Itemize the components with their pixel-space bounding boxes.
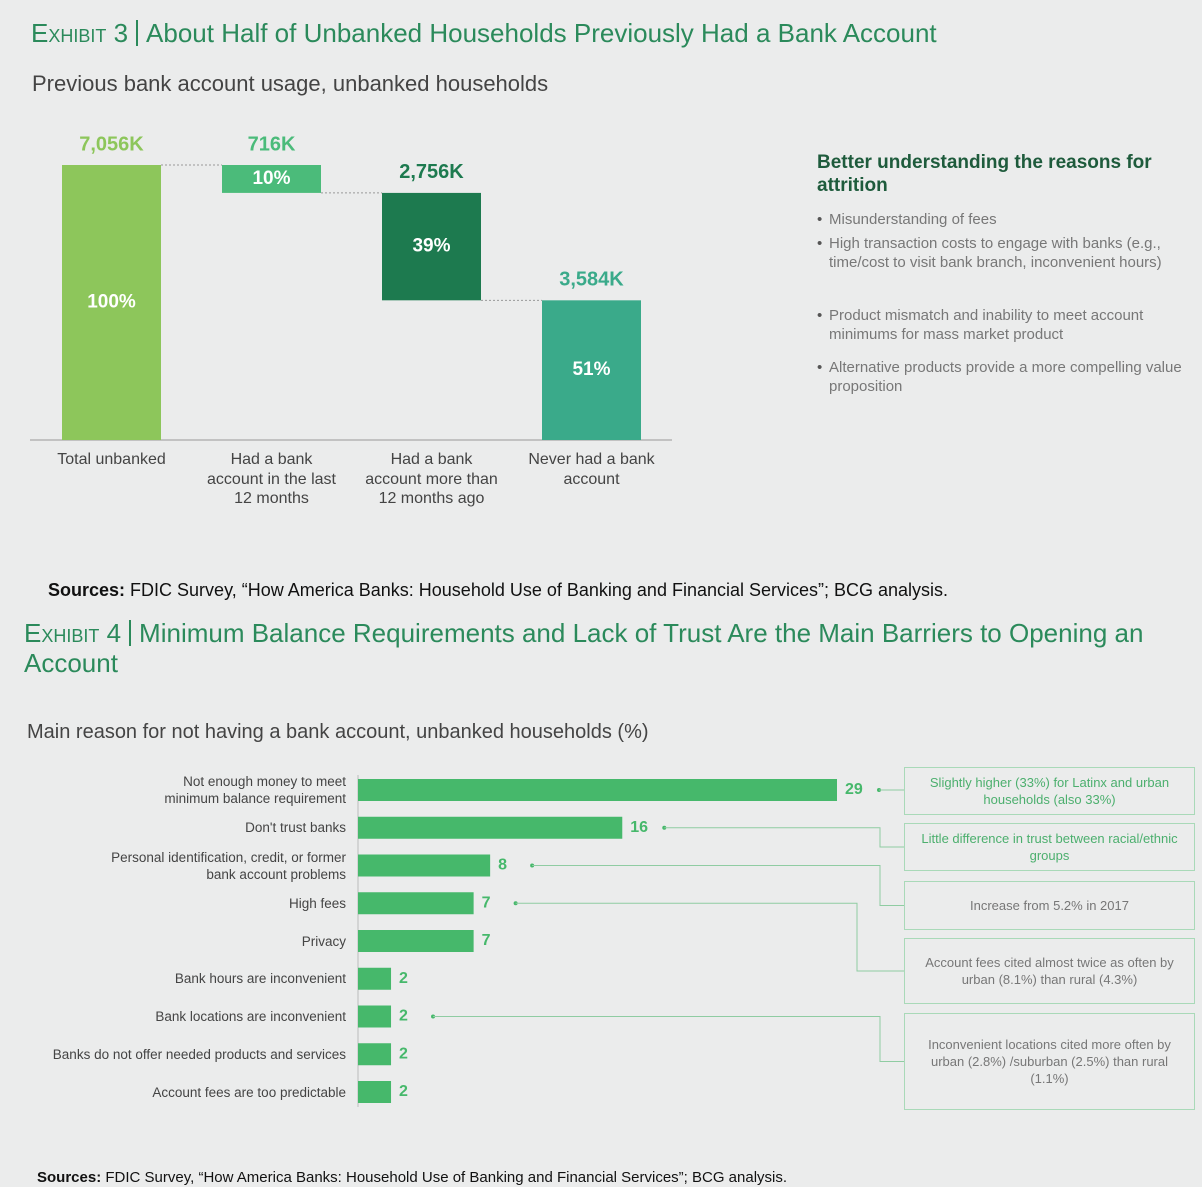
- annotation: Inconvenient locations cited more often …: [904, 1013, 1195, 1110]
- category-label: High fees: [288, 895, 346, 911]
- value-label: 716K: [248, 133, 296, 155]
- value-label: 2,756K: [399, 161, 464, 183]
- divider: [136, 20, 139, 46]
- bar: [358, 779, 837, 801]
- sources-label: Sources:: [48, 580, 126, 600]
- side-note: Product mismatch and inability to meet a…: [817, 306, 1199, 344]
- value-label: 7: [482, 894, 491, 911]
- annotation-connector: [515, 902, 904, 972]
- value-label: 2: [399, 1045, 408, 1062]
- share-label: 39%: [412, 236, 450, 257]
- exhibit-number: Exhibit 4: [24, 618, 122, 648]
- chart-subtitle: Previous bank account usage, unbanked ho…: [32, 71, 549, 96]
- category-label: Had a bank account more than 12 months a…: [365, 451, 498, 507]
- category-label: Don't trust banks: [245, 820, 346, 836]
- annotation: Slightly higher (33%) for Latinx and urb…: [904, 767, 1195, 815]
- chart-title: About Half of Unbanked Households Previo…: [146, 18, 937, 48]
- value-label: 2: [399, 1083, 408, 1100]
- sources-text: FDIC Survey, “How America Banks: Househo…: [105, 1169, 788, 1186]
- annotation-connector: [664, 827, 904, 848]
- bar: [358, 854, 491, 877]
- bar: [358, 816, 623, 839]
- divider: [129, 620, 132, 646]
- annotation-connector: [532, 865, 904, 906]
- category-label: Privacy: [301, 933, 346, 949]
- category-label: Had a bank account in the last 12 months: [207, 451, 336, 507]
- bar: [358, 1005, 392, 1028]
- bar: [62, 165, 161, 440]
- chart-subtitle: Main reason for not having a bank accoun…: [27, 721, 649, 743]
- category-label: Personal identification, credit, or form…: [111, 849, 346, 882]
- category-label: Not enough money to meet minimum balance…: [164, 774, 346, 806]
- value-label: 3,584K: [559, 269, 624, 291]
- sources-text: FDIC Survey, “How America Banks: Househo…: [130, 580, 949, 600]
- category-label: Bank hours are inconvenient: [174, 971, 346, 987]
- bar: [358, 1081, 392, 1103]
- value-label: 7: [482, 932, 491, 949]
- annotation: Account fees cited almost twice as often…: [904, 938, 1195, 1004]
- side-note: Alternative products provide a more comp…: [817, 358, 1199, 396]
- category-label: Account fees are too predictable: [152, 1084, 346, 1100]
- side-note: Misunderstanding of fees: [817, 210, 1199, 229]
- sources: Sources: FDIC Survey, “How America Banks…: [37, 1169, 787, 1186]
- bar: [222, 165, 321, 193]
- exhibit-title: Exhibit 3 About Half of Unbanked Househol…: [31, 18, 937, 49]
- value-label: 7,056K: [79, 133, 144, 155]
- chart-title: Minimum Balance Requirements and Lack of…: [24, 618, 1144, 678]
- value-label: 29: [845, 781, 863, 798]
- side-title: Better understanding the reasons for att…: [817, 152, 1152, 196]
- annotation-connector: [433, 1016, 904, 1062]
- annotation: Increase from 5.2% in 2017: [904, 881, 1195, 930]
- bar: [358, 892, 474, 915]
- bar: [358, 930, 474, 952]
- bar: [358, 967, 392, 990]
- share-label: 100%: [87, 292, 136, 313]
- value-label: 2: [399, 1008, 408, 1025]
- value-label: 8: [498, 857, 507, 874]
- sources-label: Sources:: [37, 1169, 102, 1186]
- bar: [358, 1043, 392, 1066]
- bar: [382, 192, 481, 301]
- sources: Sources: FDIC Survey, “How America Banks…: [48, 580, 948, 601]
- value-label: 16: [630, 819, 648, 836]
- share-label: 51%: [572, 359, 610, 380]
- category-label: Never had a bank account: [528, 451, 655, 488]
- side-note: High transaction costs to engage with ba…: [817, 234, 1199, 272]
- exhibit-title: Exhibit 4 Minimum Balance Requirements an…: [24, 618, 1154, 678]
- category-label: Bank locations are inconvenient: [155, 1009, 346, 1024]
- category-label: Banks do not offer needed products and s…: [52, 1046, 346, 1062]
- bar: [542, 300, 641, 440]
- annotation: Little difference in trust between racia…: [904, 823, 1195, 871]
- value-label: 2: [399, 970, 408, 987]
- category-label: Total unbanked: [57, 451, 166, 468]
- share-label: 10%: [252, 168, 290, 189]
- exhibit-number: Exhibit 3: [31, 18, 129, 48]
